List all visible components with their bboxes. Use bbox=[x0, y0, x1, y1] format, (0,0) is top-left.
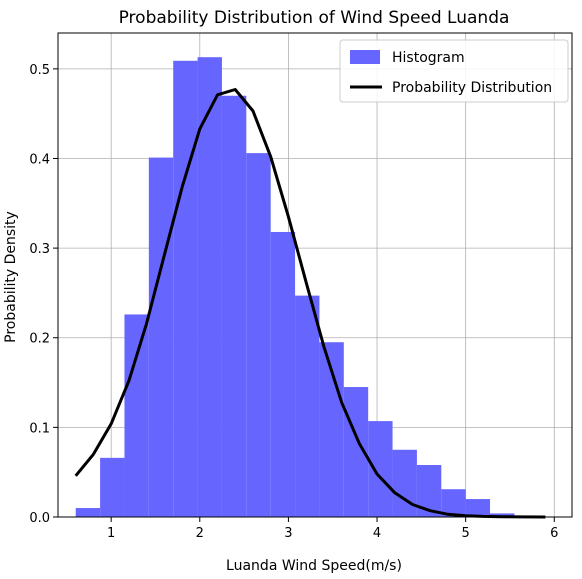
y-axis-label: Probability Density bbox=[3, 211, 19, 343]
probability-distribution-line bbox=[74, 88, 546, 519]
histogram-bar bbox=[465, 499, 491, 517]
x-tick-label: 2 bbox=[196, 526, 204, 541]
x-tick-label: 4 bbox=[373, 526, 381, 541]
histogram-bar bbox=[221, 95, 247, 518]
plot-frame bbox=[57, 32, 573, 518]
legend-box bbox=[339, 39, 569, 103]
histogram-bar bbox=[295, 295, 320, 517]
histogram-bar bbox=[246, 153, 271, 517]
y-tick-label: 0.2 bbox=[29, 332, 50, 347]
histogram-bar bbox=[490, 513, 515, 517]
x-tick-label: 1 bbox=[107, 526, 115, 541]
x-tick-label: 3 bbox=[284, 526, 292, 541]
histogram-bar bbox=[197, 57, 222, 517]
y-tick-label: 0.0 bbox=[29, 511, 50, 526]
histogram-bar bbox=[100, 457, 125, 517]
histogram-bar bbox=[392, 449, 417, 517]
y-tick-label: 0.3 bbox=[29, 242, 50, 257]
histogram-bar bbox=[148, 157, 174, 517]
histogram-bar bbox=[75, 508, 101, 517]
distribution-line-group bbox=[74, 88, 546, 519]
y-tick-label: 0.5 bbox=[29, 63, 50, 78]
histogram-bar bbox=[270, 231, 296, 517]
legend-histogram-swatch bbox=[350, 50, 380, 64]
legend: Histogram Probability Distribution bbox=[339, 39, 569, 103]
histogram-bars bbox=[75, 57, 515, 518]
legend-histogram-label: Histogram bbox=[392, 50, 465, 66]
chart-title: Probability Distribution of Wind Speed L… bbox=[119, 8, 510, 28]
histogram-bar bbox=[173, 60, 198, 517]
histogram-bar bbox=[368, 421, 393, 517]
axis-ticks: 1 2 3 4 5 6 0.0 0.1 0.2 0.3 0.4 0.5 bbox=[29, 63, 558, 541]
histogram-bar bbox=[124, 314, 149, 517]
x-tick-label: 5 bbox=[462, 526, 470, 541]
legend-distribution-label: Probability Distribution bbox=[392, 80, 552, 96]
x-tick-label: 6 bbox=[550, 526, 558, 541]
y-tick-label: 0.4 bbox=[29, 152, 50, 167]
y-tick-label: 0.1 bbox=[29, 421, 50, 436]
x-axis-label: Luanda Wind Speed(m/s) bbox=[226, 558, 402, 574]
